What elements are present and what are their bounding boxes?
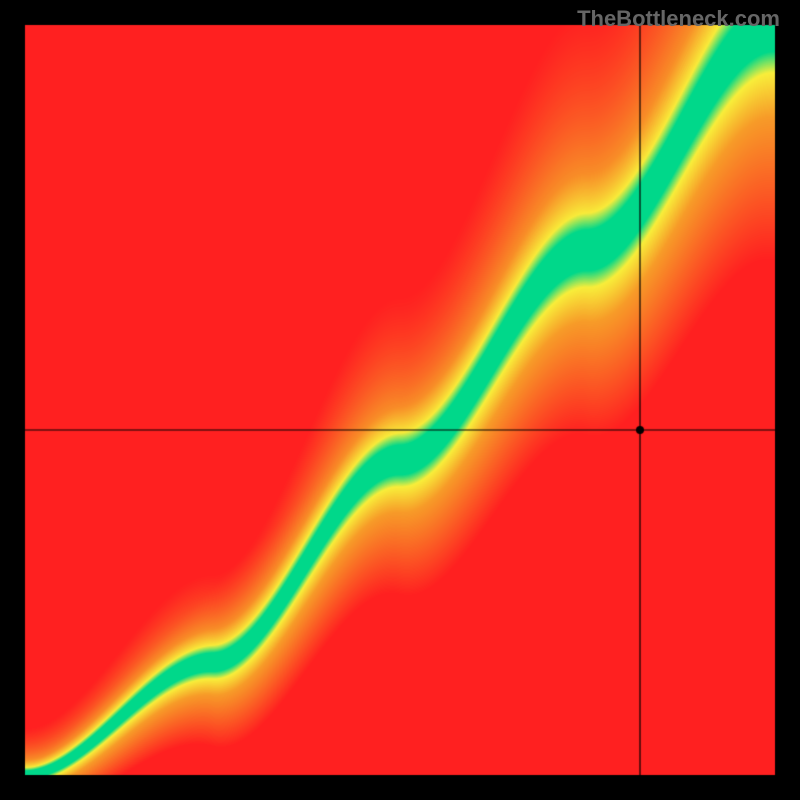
watermark-text: TheBottleneck.com — [577, 6, 780, 32]
chart-container: TheBottleneck.com — [0, 0, 800, 800]
bottleneck-heatmap-chart — [0, 0, 800, 800]
